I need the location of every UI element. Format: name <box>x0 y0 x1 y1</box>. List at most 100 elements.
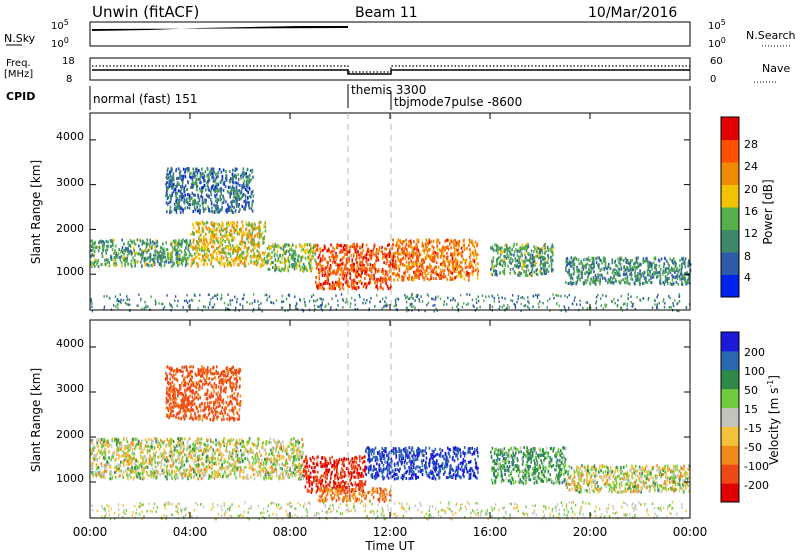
data-cell <box>233 186 235 190</box>
data-cell <box>268 252 271 256</box>
data-cell <box>443 275 445 279</box>
data-cell <box>120 261 123 265</box>
data-cell <box>351 258 354 262</box>
data-cell <box>136 260 138 264</box>
data-cell <box>212 296 214 299</box>
data-cell <box>332 287 334 291</box>
data-cell <box>381 246 383 249</box>
data-cell <box>649 272 651 276</box>
data-cell <box>275 299 278 302</box>
data-cell <box>181 196 183 200</box>
data-cell <box>358 273 360 277</box>
data-cell <box>194 174 196 178</box>
data-cell <box>222 440 225 444</box>
data-cell <box>382 277 384 281</box>
data-cell <box>209 301 211 304</box>
data-cell <box>622 273 625 276</box>
data-cell <box>268 295 271 298</box>
data-cell <box>180 207 182 211</box>
data-cell <box>595 257 597 261</box>
data-cell <box>178 254 180 258</box>
data-cell <box>594 283 597 286</box>
data-cell <box>198 246 200 250</box>
data-cell <box>303 244 306 248</box>
data-cell <box>170 196 172 200</box>
data-cell <box>412 261 415 265</box>
data-cell <box>188 206 191 210</box>
data-cell <box>183 463 186 467</box>
data-cell <box>282 248 284 251</box>
data-cell <box>246 167 249 171</box>
data-cell <box>499 263 502 266</box>
data-cell <box>555 293 557 297</box>
data-cell <box>182 177 184 181</box>
data-cell <box>294 262 297 266</box>
data-cell <box>119 256 121 260</box>
data-cell <box>388 243 390 247</box>
data-cell <box>678 274 681 278</box>
data-cell <box>650 264 653 268</box>
data-cell <box>124 301 127 305</box>
data-cell <box>256 233 259 237</box>
data-cell <box>239 460 241 464</box>
data-cell <box>181 207 183 211</box>
cpid-row: CPID normal (fast) 151 themis 3300 tbjmo… <box>6 83 691 110</box>
data-cell <box>392 272 395 276</box>
data-cell <box>221 243 224 247</box>
power-cbar-tick-16: 16 <box>744 205 758 218</box>
data-cell <box>193 193 195 197</box>
data-cell <box>260 256 262 260</box>
data-cell <box>604 263 607 267</box>
data-cell <box>493 264 496 268</box>
data-cell <box>427 265 429 269</box>
data-cell <box>176 197 178 201</box>
data-cell <box>255 259 258 263</box>
data-cell <box>266 259 268 263</box>
data-cell <box>93 262 95 266</box>
data-cell <box>653 298 656 302</box>
data-cell <box>406 309 408 313</box>
data-cell <box>215 204 217 208</box>
data-cell <box>149 252 151 256</box>
data-cell <box>211 185 213 189</box>
data-cell <box>234 169 237 172</box>
data-cell <box>229 185 231 189</box>
data-cell <box>684 262 686 266</box>
data-cell <box>550 262 553 266</box>
data-cell <box>541 257 544 261</box>
data-cell <box>448 265 450 269</box>
data-cell <box>110 255 113 259</box>
data-cell <box>220 454 223 458</box>
data-cell <box>524 252 526 256</box>
data-cell <box>219 198 221 202</box>
data-cell <box>399 240 402 244</box>
data-cell <box>516 249 519 253</box>
data-cell <box>571 302 574 305</box>
data-cell <box>428 278 431 282</box>
data-cell <box>214 178 217 182</box>
data-cell <box>249 234 252 238</box>
data-cell <box>270 441 272 445</box>
data-cell <box>584 272 586 276</box>
data-cell <box>291 253 293 257</box>
data-cell <box>110 473 112 477</box>
data-cell <box>219 263 222 267</box>
data-cell <box>527 268 530 272</box>
data-cell <box>445 239 448 243</box>
data-cell <box>171 186 173 190</box>
data-cell <box>160 302 163 306</box>
data-cell <box>100 437 103 441</box>
data-cell <box>309 267 312 271</box>
data-cell <box>425 238 428 242</box>
data-cell <box>371 276 373 280</box>
data-cell <box>246 175 248 179</box>
data-cell <box>196 188 198 192</box>
data-cell <box>269 476 271 480</box>
data-cell <box>219 475 222 478</box>
data-cell <box>630 295 632 298</box>
data-cell <box>687 277 690 281</box>
data-cell <box>602 307 604 310</box>
data-cell <box>539 256 541 260</box>
data-cell <box>244 241 247 245</box>
data-cell <box>374 262 376 266</box>
